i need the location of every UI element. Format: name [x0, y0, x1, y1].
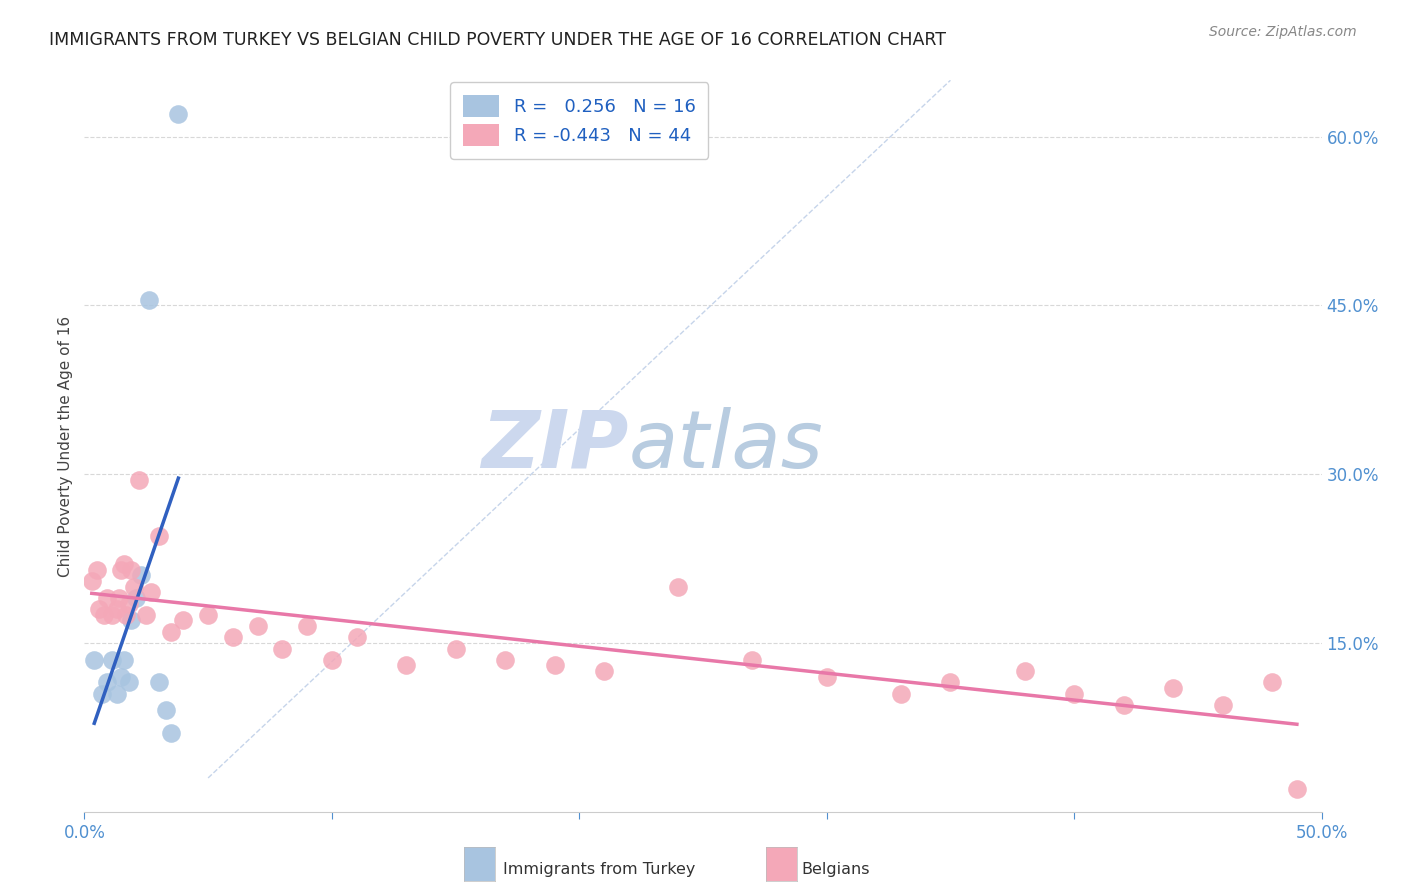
Point — [93, 607, 115, 622]
Y-axis label: Child Poverty Under the Age of 16: Child Poverty Under the Age of 16 — [58, 316, 73, 576]
Point — [222, 630, 245, 644]
Point — [83, 653, 105, 667]
Text: IMMIGRANTS FROM TURKEY VS BELGIAN CHILD POVERTY UNDER THE AGE OF 16 CORRELATION : IMMIGRANTS FROM TURKEY VS BELGIAN CHILD … — [49, 31, 946, 49]
Point — [108, 591, 131, 605]
Point — [138, 293, 160, 307]
Point — [125, 591, 148, 605]
Point — [444, 641, 467, 656]
Point — [141, 585, 163, 599]
Point — [1212, 698, 1234, 712]
Point — [89, 602, 111, 616]
Text: ZIP: ZIP — [481, 407, 628, 485]
Point — [1014, 664, 1036, 678]
Point — [815, 670, 838, 684]
Point — [112, 557, 135, 571]
Point — [1161, 681, 1184, 695]
Point — [148, 675, 170, 690]
Point — [80, 574, 103, 588]
Point — [167, 107, 190, 121]
Point — [172, 614, 194, 628]
Point — [939, 675, 962, 690]
Text: Belgians: Belgians — [801, 863, 870, 877]
Point — [128, 473, 150, 487]
Point — [1261, 675, 1284, 690]
Point — [346, 630, 368, 644]
Point — [112, 653, 135, 667]
Point — [395, 658, 418, 673]
Point — [96, 675, 118, 690]
Point — [100, 653, 122, 667]
Point — [122, 580, 145, 594]
Point — [105, 687, 128, 701]
Point — [295, 619, 318, 633]
Text: atlas: atlas — [628, 407, 824, 485]
Point — [155, 703, 177, 717]
Point — [110, 563, 132, 577]
Point — [118, 675, 141, 690]
Point — [666, 580, 689, 594]
Point — [120, 563, 142, 577]
Point — [118, 597, 141, 611]
Point — [494, 653, 516, 667]
Point — [890, 687, 912, 701]
Legend: R =   0.256   N = 16, R = -0.443   N = 44: R = 0.256 N = 16, R = -0.443 N = 44 — [450, 82, 709, 159]
Text: Immigrants from Turkey: Immigrants from Turkey — [503, 863, 696, 877]
Point — [115, 607, 138, 622]
Point — [197, 607, 219, 622]
Point — [160, 726, 183, 740]
Point — [100, 607, 122, 622]
Point — [148, 529, 170, 543]
Point — [105, 602, 128, 616]
Point — [129, 568, 152, 582]
Point — [160, 624, 183, 639]
Point — [110, 670, 132, 684]
Point — [1285, 782, 1308, 797]
Text: Source: ZipAtlas.com: Source: ZipAtlas.com — [1209, 25, 1357, 39]
Point — [543, 658, 565, 673]
Point — [593, 664, 616, 678]
Point — [271, 641, 294, 656]
Point — [90, 687, 112, 701]
Point — [321, 653, 343, 667]
Point — [246, 619, 269, 633]
Point — [1063, 687, 1085, 701]
Point — [120, 614, 142, 628]
Point — [135, 607, 157, 622]
Point — [1112, 698, 1135, 712]
Point — [741, 653, 763, 667]
Point — [86, 563, 108, 577]
Point — [96, 591, 118, 605]
